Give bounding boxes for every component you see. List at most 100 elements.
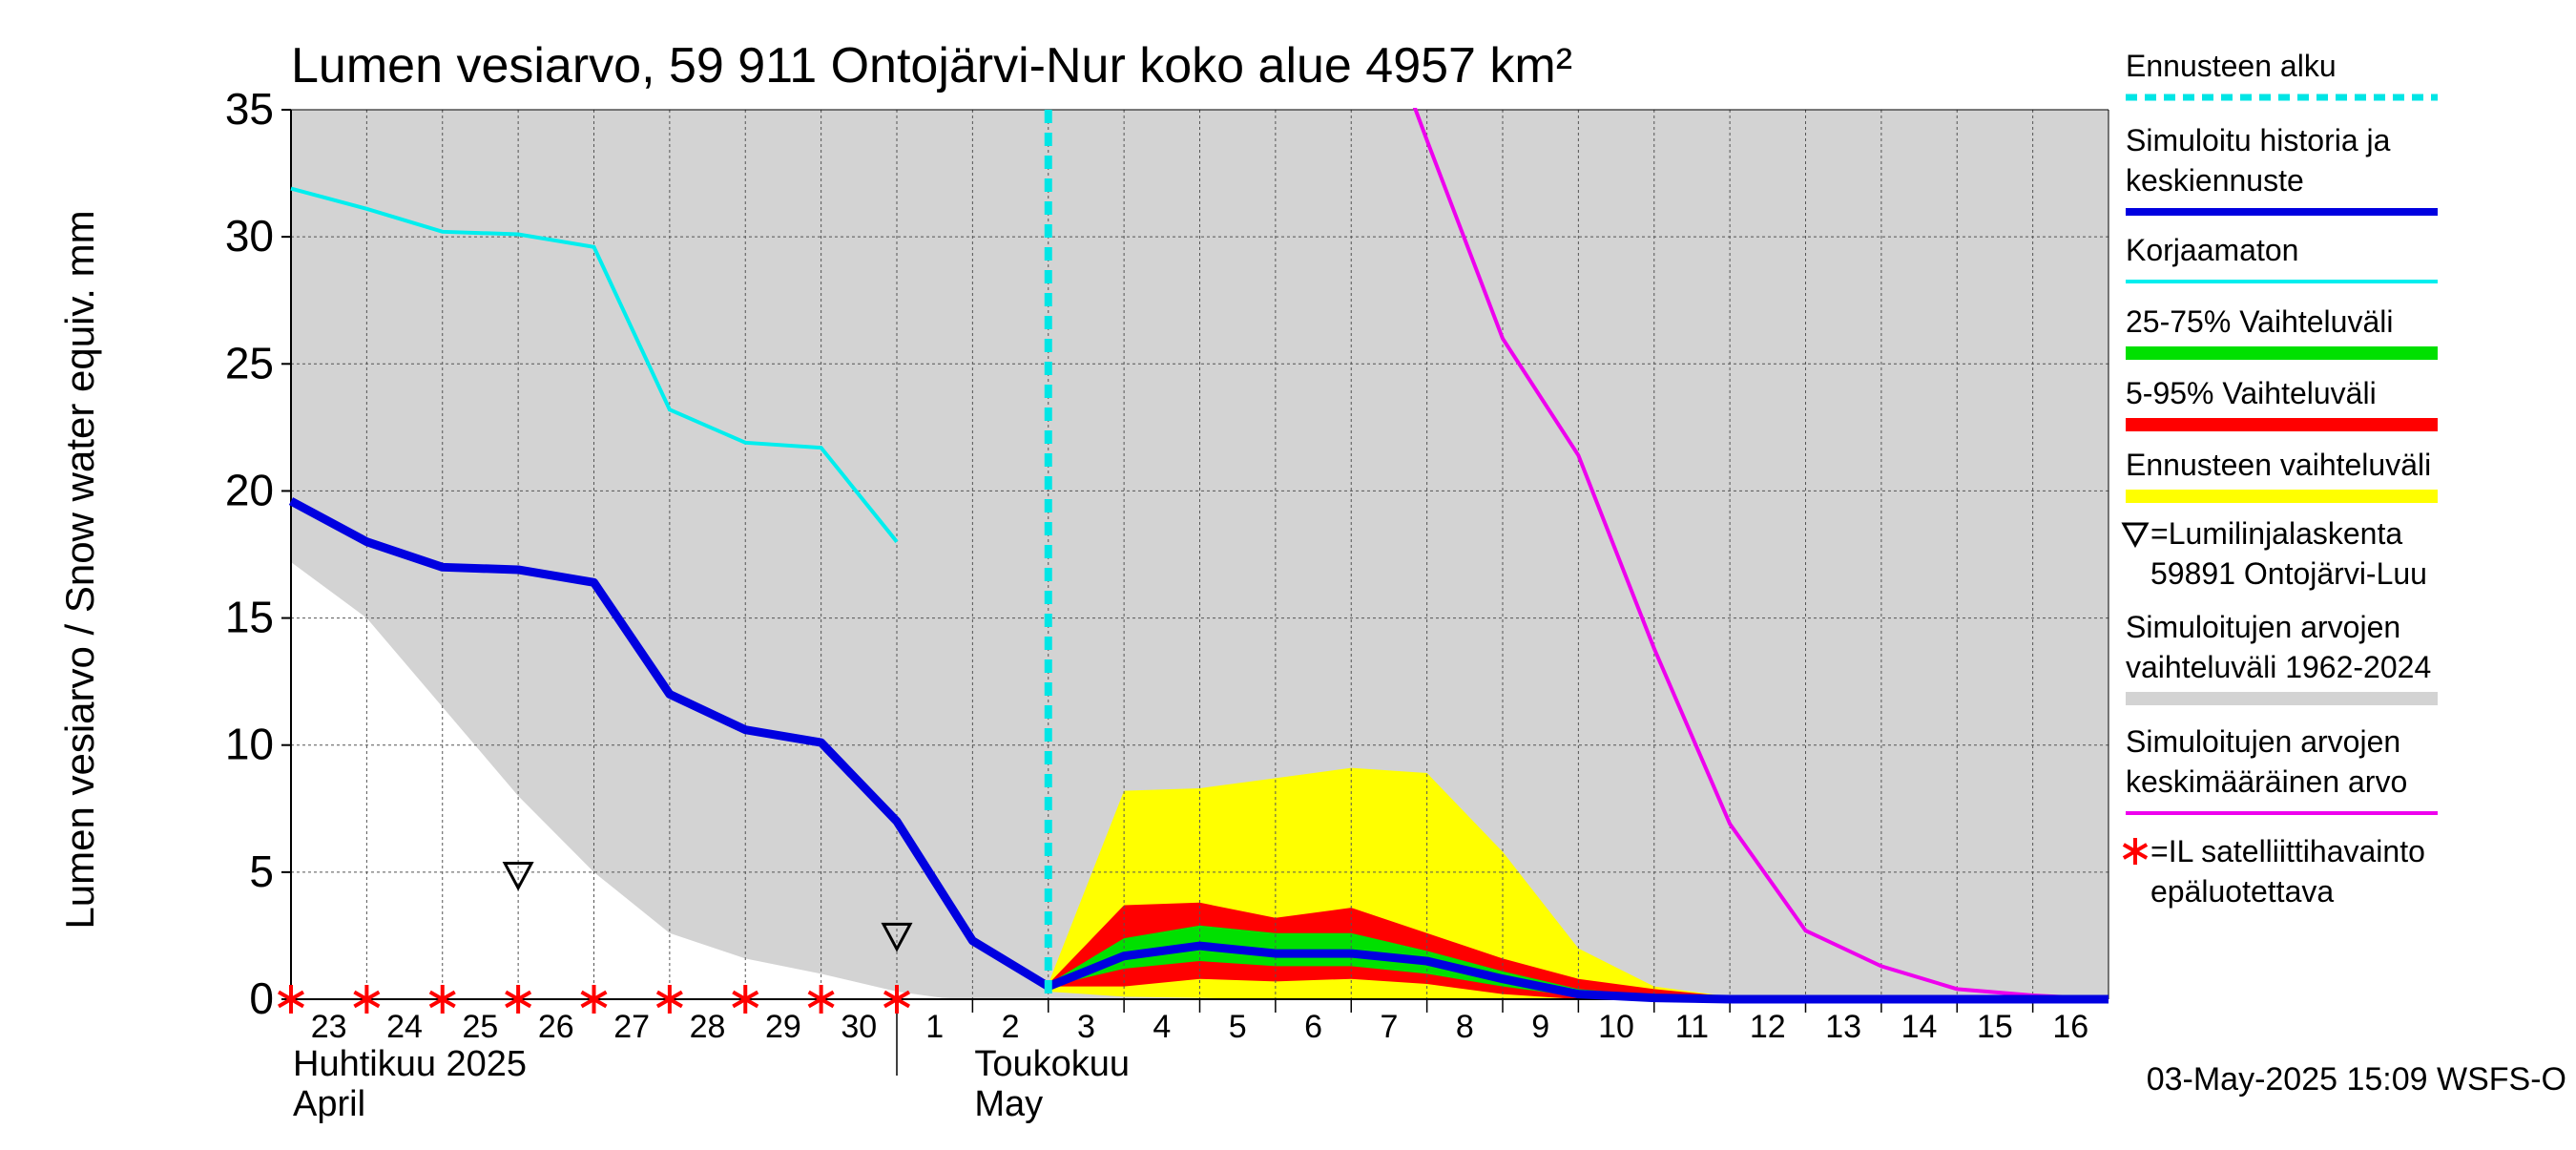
legend-label: Korjaamaton bbox=[2126, 233, 2298, 267]
legend-label: =IL satelliittihavainto bbox=[2150, 834, 2425, 868]
chart-title: Lumen vesiarvo, 59 911 Ontojärvi-Nur kok… bbox=[291, 38, 1572, 94]
x-tick-label: 26 bbox=[538, 1009, 574, 1045]
y-axis-label: Lumen vesiarvo / Snow water equiv. mm bbox=[57, 210, 102, 929]
mean-line bbox=[1412, 108, 2109, 1001]
star-stroke bbox=[428, 990, 456, 1009]
y-tick-label: 35 bbox=[225, 84, 274, 134]
star-stroke bbox=[655, 990, 683, 1009]
legend-swatch bbox=[2121, 522, 2150, 549]
x-tick-label: 2 bbox=[1002, 1009, 1020, 1045]
timestamp: 03-May-2025 15:09 WSFS-O bbox=[2147, 1061, 2566, 1098]
legend-item-median: Simuloitu historia ja keskiennuste bbox=[2126, 123, 2438, 216]
legend-label: 25-75% Vaihteluväli bbox=[2126, 304, 2393, 339]
y-tick-label: 0 bbox=[249, 973, 274, 1023]
star-stroke bbox=[883, 990, 910, 1009]
legend-item-snow_line: =Lumilinjalaskenta 59891 Ontojärvi-Luu bbox=[2121, 516, 2427, 591]
satellite-marker bbox=[655, 985, 683, 1014]
legend-swatch bbox=[2122, 838, 2149, 865]
legend-label: keskiennuste bbox=[2126, 163, 2304, 198]
satellite-marker bbox=[505, 985, 532, 1014]
legend-label: epäluotettava bbox=[2150, 874, 2334, 909]
legend-label: 5-95% Vaihteluväli bbox=[2126, 376, 2377, 410]
y-tick-label: 5 bbox=[249, 847, 274, 896]
x-tick-label: 7 bbox=[1380, 1009, 1398, 1045]
x-tick-label: 15 bbox=[1977, 1009, 2013, 1045]
satellite-marker bbox=[580, 985, 608, 1014]
legend-item-range_hist: Simuloitujen arvojen vaihteluväli 1962-20… bbox=[2126, 610, 2438, 705]
x-tick-label: 27 bbox=[613, 1009, 650, 1045]
x-tick-label: 28 bbox=[690, 1009, 726, 1045]
legend: Ennusteen alku Simuloitu historia ja keski… bbox=[2121, 49, 2438, 909]
y-tick-label: 15 bbox=[225, 593, 274, 642]
satellite-marker bbox=[353, 985, 381, 1014]
x-tick-label: 1 bbox=[925, 1009, 944, 1045]
legend-swatch bbox=[2126, 346, 2438, 360]
uncorrected-line bbox=[290, 186, 899, 543]
x-tick-label: 11 bbox=[1675, 1009, 1709, 1045]
snow-line-marker bbox=[502, 862, 534, 891]
legend-item-forecast_range: Ennusteen vaihteluväli bbox=[2126, 448, 2438, 503]
satellite-marker bbox=[428, 985, 456, 1014]
star-stroke bbox=[353, 990, 381, 1009]
legend-item-p5_95: 5-95% Vaihteluväli bbox=[2126, 376, 2438, 431]
month-label-en: May bbox=[974, 1084, 1043, 1124]
legend-item-mean: Simuloitujen arvojen keskimääräinen arvo bbox=[2126, 724, 2438, 815]
legend-item-forecast_start: Ennusteen alku bbox=[2126, 49, 2438, 101]
legend-label: Simuloitujen arvojen bbox=[2126, 724, 2400, 759]
x-tick-label: 8 bbox=[1456, 1009, 1474, 1045]
x-tick-label: 25 bbox=[463, 1009, 499, 1045]
x-tick-label: 3 bbox=[1077, 1009, 1095, 1045]
x-tick-label: 12 bbox=[1750, 1009, 1786, 1045]
legend-label: keskimääräinen arvo bbox=[2126, 764, 2407, 799]
star-stroke bbox=[580, 990, 608, 1009]
x-tick-label: 14 bbox=[1901, 1009, 1938, 1045]
star-stroke bbox=[278, 990, 304, 1009]
legend-label: vaihteluväli 1962-2024 bbox=[2126, 650, 2431, 684]
y-tick-label: 10 bbox=[225, 720, 274, 769]
month-label: Huhtikuu 2025 bbox=[293, 1044, 527, 1084]
x-tick-label: 13 bbox=[1825, 1009, 1861, 1045]
snow-line-marker bbox=[881, 922, 913, 952]
star-stroke bbox=[807, 990, 835, 1009]
satellite-marker bbox=[807, 985, 835, 1014]
x-tick-label: 10 bbox=[1598, 1009, 1634, 1045]
x-tick-label: 4 bbox=[1153, 1009, 1171, 1045]
x-tick-label: 5 bbox=[1229, 1009, 1247, 1045]
y-tick-label: 30 bbox=[225, 211, 274, 261]
legend-label: Ennusteen vaihteluväli bbox=[2126, 448, 2431, 482]
x-tick-label: 9 bbox=[1531, 1009, 1549, 1045]
x-tick-label: 24 bbox=[386, 1009, 423, 1045]
legend-item-uncorrected: Korjaamaton bbox=[2126, 233, 2438, 283]
satellite-marker bbox=[278, 985, 304, 1014]
x-tick-label: 16 bbox=[2052, 1009, 2088, 1045]
star-stroke bbox=[505, 990, 532, 1009]
legend-label: Simuloitu historia ja bbox=[2126, 123, 2391, 157]
legend-swatch bbox=[2126, 490, 2438, 503]
x-tick-label: 30 bbox=[841, 1009, 877, 1045]
legend-item-satellite: =IL satelliittihavainto epäluotettava bbox=[2122, 834, 2425, 909]
y-tick-label: 25 bbox=[225, 338, 274, 387]
satellite-marker bbox=[732, 985, 759, 1014]
satellite-marker bbox=[883, 985, 910, 1014]
x-tick-label: 6 bbox=[1304, 1009, 1322, 1045]
p25-75-band bbox=[1048, 925, 2109, 999]
star-stroke bbox=[732, 990, 759, 1009]
y-tick-label: 20 bbox=[225, 465, 274, 514]
legend-swatch bbox=[2126, 692, 2438, 705]
legend-item-p25_75: 25-75% Vaihteluväli bbox=[2126, 304, 2438, 360]
legend-label: Ennusteen alku bbox=[2126, 49, 2337, 83]
x-tick-label: 23 bbox=[311, 1009, 347, 1045]
legend-label: 59891 Ontojärvi-Luu bbox=[2150, 556, 2427, 591]
legend-label: Simuloitujen arvojen bbox=[2126, 610, 2400, 644]
legend-swatch bbox=[2126, 418, 2438, 431]
x-tick-label: 29 bbox=[765, 1009, 801, 1045]
median-line bbox=[288, 497, 2109, 1004]
month-label: Toukokuu bbox=[974, 1044, 1130, 1084]
legend-label: =Lumilinjalaskenta bbox=[2150, 516, 2402, 551]
month-label-en: April bbox=[293, 1084, 365, 1124]
p5-95-band bbox=[1048, 902, 2109, 999]
star-stroke bbox=[2122, 843, 2149, 860]
